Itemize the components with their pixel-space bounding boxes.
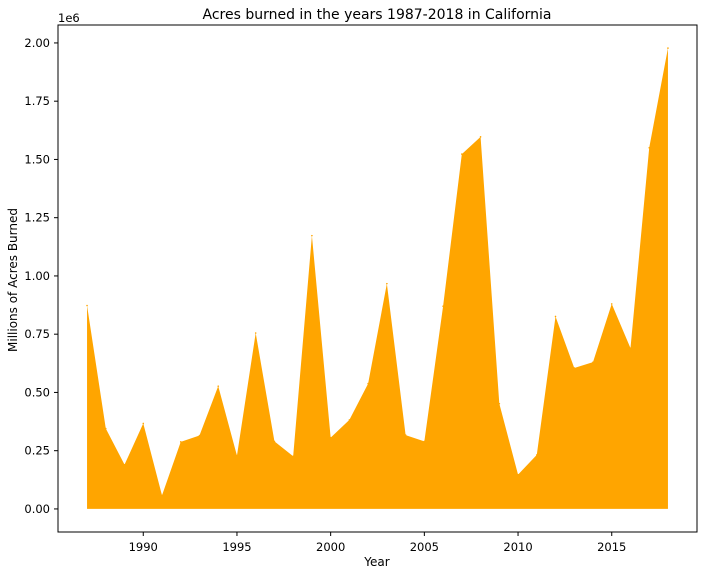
data-point <box>442 305 444 308</box>
x-axis-ticks: 1990 1995 2000 2005 2010 2015 <box>129 532 626 554</box>
data-point <box>236 454 238 457</box>
data-point <box>461 153 463 155</box>
x-tick-label: 2005 <box>410 540 439 554</box>
data-point <box>498 402 501 405</box>
x-tick-label: 2000 <box>316 540 345 554</box>
y-axis-offset-label: 1e6 <box>58 11 80 25</box>
data-point <box>423 440 426 443</box>
data-point <box>123 463 126 466</box>
data-point <box>198 434 201 437</box>
x-tick-label: 1995 <box>222 540 251 554</box>
plot-area <box>57 24 698 533</box>
y-tick-label: 0.00 <box>24 502 50 516</box>
data-point <box>517 473 519 476</box>
data-point <box>104 427 107 430</box>
data-point <box>254 332 257 334</box>
x-tick-label: 2015 <box>597 540 626 554</box>
y-tick-label: 0.75 <box>24 327 50 341</box>
data-point <box>161 494 163 497</box>
data-point <box>348 419 351 421</box>
y-tick-label: 2.00 <box>24 36 50 50</box>
data-point <box>573 367 576 369</box>
y-tick-label: 1.75 <box>24 94 50 108</box>
data-point <box>479 136 482 138</box>
y-axis-ticks: 0.00 0.25 0.50 0.75 1.00 1.25 1.50 1.75 2.00 <box>24 36 58 516</box>
data-point <box>311 234 313 237</box>
data-point <box>610 303 613 305</box>
x-tick-label: 1990 <box>129 540 158 554</box>
data-point <box>535 454 538 456</box>
y-axis-label: Millions of Acres Burned <box>6 208 20 352</box>
axes-frame <box>57 24 698 533</box>
y-tick-label: 1.50 <box>24 152 50 166</box>
data-point <box>292 455 294 458</box>
data-point <box>217 385 220 387</box>
data-point <box>179 441 182 443</box>
data-point <box>554 315 557 318</box>
area-series-fill <box>87 48 668 509</box>
data-point <box>404 434 407 436</box>
data-point <box>629 347 632 349</box>
x-tick-label: 2010 <box>503 540 532 554</box>
data-point <box>592 361 594 363</box>
x-axis-label: Year <box>363 555 389 569</box>
y-tick-label: 0.25 <box>24 444 50 458</box>
data-point <box>648 146 651 149</box>
data-point <box>386 282 388 285</box>
data-point <box>667 47 669 49</box>
data-point <box>329 436 332 439</box>
y-tick-label: 1.25 <box>24 211 50 225</box>
data-point <box>86 304 88 307</box>
chart-title: Acres burned in the years 1987-2018 in C… <box>203 7 552 23</box>
y-tick-label: 0.50 <box>24 385 50 399</box>
data-point <box>367 382 369 385</box>
data-point <box>273 440 276 443</box>
data-point <box>142 422 145 425</box>
y-tick-label: 1.00 <box>24 269 50 283</box>
